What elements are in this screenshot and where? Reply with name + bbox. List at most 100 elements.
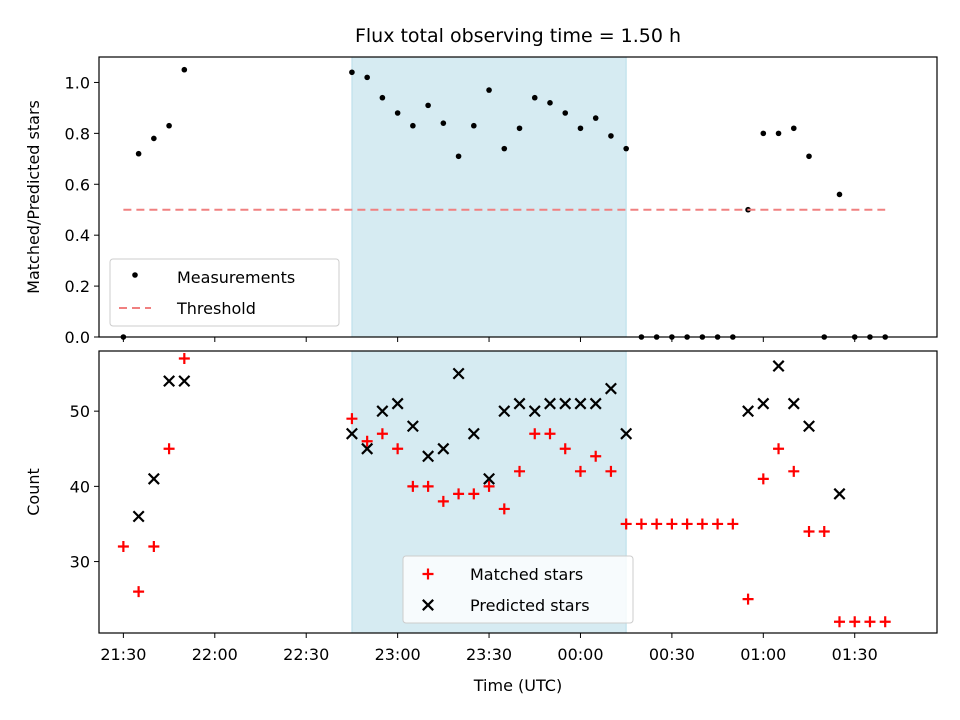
legend-box [402,555,634,624]
y-axis-label: Count [24,468,43,516]
data-point [681,518,693,530]
data-point [788,465,800,477]
data-point [608,133,614,139]
data-point [620,518,632,530]
data-point [468,488,480,500]
data-point [361,435,373,447]
data-point [790,125,797,132]
data-point [529,428,541,440]
x-tick-label: 22:30 [283,645,329,664]
legend-label: Predicted stars [470,596,590,615]
data-point [422,480,434,492]
data-point [592,115,599,121]
data-point [775,130,782,137]
data-point [498,503,510,515]
data-point [132,510,145,523]
data-point [651,518,663,530]
data-point [849,616,861,628]
data-point [772,360,785,373]
data-point [787,397,800,410]
y-axis-label: Matched/Predicted stars [24,100,43,294]
legend-swatch [132,272,138,278]
data-point [574,397,587,410]
data-point [757,473,769,485]
data-point [833,487,846,500]
data-point [544,397,556,410]
data-point [879,616,891,628]
data-point [151,135,157,142]
legend-label: Matched stars [470,565,583,584]
x-tick-label: 21:30 [100,645,146,664]
data-point [147,472,160,485]
data-point [803,525,815,537]
data-point [577,125,584,132]
y-tick-label: 0.8 [65,124,90,143]
data-point [163,443,175,455]
legend-swatch [422,599,434,611]
data-point [135,150,142,157]
data-point [803,420,815,433]
data-point [178,353,190,365]
data-point [376,405,389,418]
data-point [148,541,160,553]
data-point [562,110,569,116]
data-point [604,382,617,395]
data-point [836,191,843,198]
data-point [574,465,586,477]
data-point [467,427,480,440]
x-tick-label: 23:30 [466,645,512,664]
data-point [501,145,508,152]
y-tick-label: 0.0 [65,328,90,347]
data-point [806,153,812,160]
data-point [559,443,571,455]
legend-box [109,258,340,327]
legend-swatch [422,568,434,580]
data-point [455,153,462,160]
data-point [346,413,358,425]
data-point [712,518,724,530]
bottom-panel: 30 40 50 21:30 22:00 22:30 23:00 23:30 00:00 00:3… [24,350,938,695]
data-point [590,450,602,462]
data-point [349,69,355,76]
data-point [528,405,541,418]
data-point [864,616,876,628]
data-point [453,488,465,500]
series-predicted-stars [132,360,846,523]
data-point [452,367,465,380]
legend-label: Threshold [176,299,256,318]
legend: Measurements Threshold [109,258,340,327]
data-point [425,102,431,109]
data-point [605,465,617,477]
data-point [117,541,129,553]
axes-frame [98,56,938,338]
y-tick-label: 0.4 [65,226,90,245]
data-point [181,66,188,73]
data-point [437,442,450,455]
data-point [407,480,419,492]
data-point [757,397,770,410]
data-point [727,518,739,530]
data-point [742,405,755,418]
y-tick-label: 0.6 [65,175,90,194]
data-point [133,586,145,598]
top-panel: 0.0 0.2 0.4 0.6 0.8 1.0 Matched/Predicted star… [24,56,938,347]
data-point [392,443,404,455]
x-tick-label: 01:30 [832,645,878,664]
data-point [620,427,633,440]
data-point [531,94,538,101]
x-axis-label: Time (UTC) [473,676,562,695]
data-point [742,593,754,605]
legend-label: Measurements [177,268,295,287]
data-point [818,525,830,537]
data-point [486,87,492,93]
data-point [483,480,495,492]
y-tick-label: 1.0 [65,73,90,92]
legend: Matched stars Predicted stars [402,555,634,624]
y-tick-label: 50 [70,402,90,421]
data-point [833,616,845,628]
data-point [559,397,572,410]
data-point [166,122,172,129]
data-point [514,465,526,477]
y-tick-label: 0.2 [65,277,90,296]
